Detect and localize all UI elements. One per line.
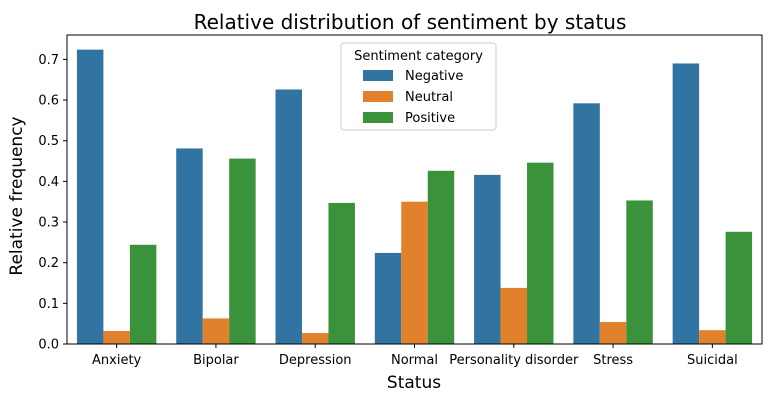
y-tick-label: 0.3	[38, 216, 59, 231]
bar-positive-normal	[427, 170, 455, 344]
x-tick-label: Depression	[279, 353, 352, 368]
y-tick-label: 0.7	[38, 53, 59, 68]
legend-box	[340, 42, 497, 131]
bar-neutral-depression	[301, 333, 329, 344]
bar-neutral-suicidal	[699, 330, 726, 344]
bar-positive-anxiety	[129, 244, 157, 344]
legend-label-negative: Negative	[405, 69, 463, 84]
legend-swatch-positive	[363, 112, 393, 123]
bar-positive-personality-disorder	[527, 162, 554, 344]
bar-positive-suicidal	[725, 231, 753, 344]
y-tick-label: 0.6	[38, 94, 59, 109]
x-tick-label: Bipolar	[193, 353, 239, 368]
bar-negative-anxiety	[76, 49, 104, 344]
x-axis-label: Status	[387, 373, 441, 393]
bar-neutral-stress	[599, 322, 627, 344]
x-tick-label: Personality disorder	[449, 353, 579, 368]
bar-negative-depression	[275, 89, 302, 344]
bar-negative-personality-disorder	[474, 174, 501, 344]
x-tick-label: Suicidal	[687, 353, 738, 368]
bar-negative-normal	[374, 252, 402, 344]
legend-title: Sentiment category	[354, 49, 483, 64]
axes-layer: 0.0 0.1 0.2 0.3 0.4 0.5 0.6 0.7 Anxiety Bipolar De…	[38, 34, 763, 368]
y-tick-label: 0.5	[38, 134, 59, 149]
chart-title: Relative distribution of sentiment by st…	[194, 10, 627, 34]
legend-swatch-negative	[363, 70, 393, 81]
bar-positive-bipolar	[229, 158, 256, 344]
bar-neutral-bipolar	[202, 318, 230, 344]
bar-negative-suicidal	[672, 63, 700, 345]
y-axis-label: Relative frequency	[7, 116, 27, 275]
bar-negative-bipolar	[176, 148, 203, 344]
legend-label-neutral: Neutral	[405, 90, 453, 105]
legend-swatch-neutral	[363, 91, 393, 102]
y-tick-label: 0.4	[38, 175, 59, 190]
x-tick-label: Stress	[593, 353, 633, 368]
x-tick-label: Normal	[391, 353, 438, 368]
bar-neutral-normal	[401, 201, 428, 344]
y-tick-label: 0.2	[38, 256, 59, 271]
y-tick-label: 0.0	[38, 338, 59, 353]
legend-label-positive: Positive	[405, 111, 455, 126]
bar-positive-depression	[328, 202, 355, 344]
x-tick-label: Anxiety	[92, 353, 142, 368]
bar-neutral-personality-disorder	[500, 287, 528, 344]
bar-positive-stress	[626, 200, 653, 344]
bars-layer	[76, 49, 753, 345]
legend: Sentiment category Negative Neutral Positiv…	[340, 42, 497, 131]
bar-neutral-anxiety	[103, 330, 130, 344]
bar-negative-stress	[573, 103, 600, 344]
y-tick-label: 0.1	[38, 297, 59, 312]
